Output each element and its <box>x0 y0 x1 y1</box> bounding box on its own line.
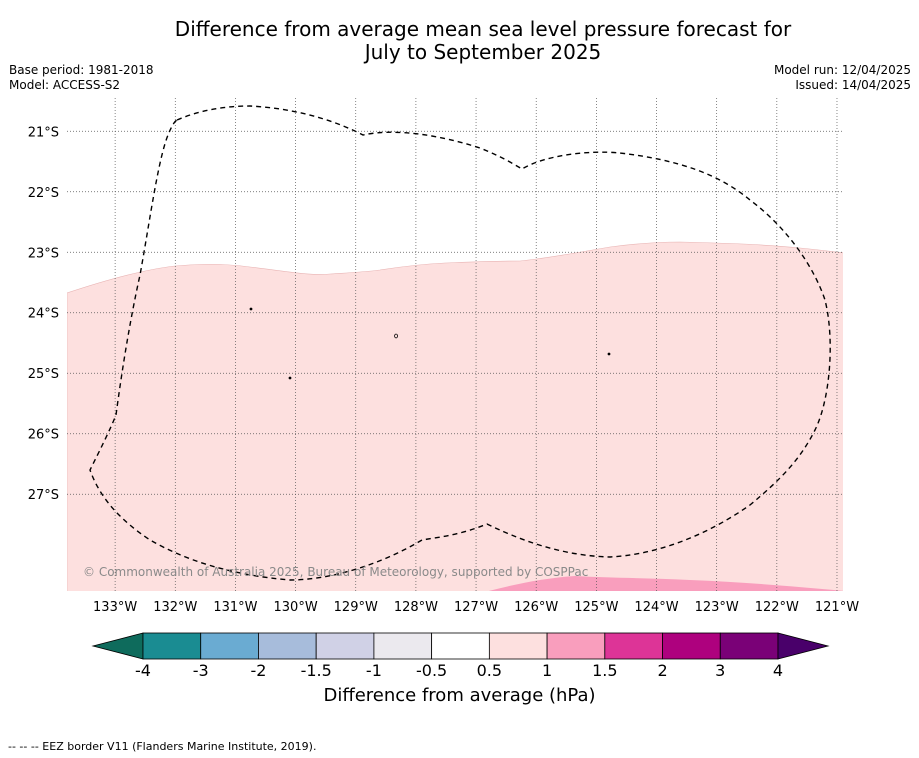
base-period-text: Base period: 1981-2018 <box>9 63 154 77</box>
graticule <box>67 98 843 591</box>
latitude-label: 22°S <box>28 186 59 201</box>
longitude-label: 127°W <box>454 600 498 615</box>
longitude-label: 131°W <box>213 600 257 615</box>
colorbar-tick-label: 1 <box>542 661 552 680</box>
colorbar-under-triangle <box>91 632 144 660</box>
colorbar-box <box>719 632 779 660</box>
latitude-label: 27°S <box>28 488 59 503</box>
pressure-anomaly-0-5-to-1-region <box>67 241 843 591</box>
island-marker <box>607 352 611 356</box>
colorbar-box <box>662 632 721 660</box>
colorbar-boxes <box>142 632 779 660</box>
latitude-label: 21°S <box>28 125 59 140</box>
longitude-label: 130°W <box>274 600 318 615</box>
colorbar-tick-label: 3 <box>715 661 725 680</box>
longitude-labels: 133°W 132°W 131°W 130°W 129°W 128°W 127°W 126°W… <box>93 600 859 615</box>
map-title-line-1: Difference from average mean sea level p… <box>174 17 792 41</box>
longitude-label: 133°W <box>93 600 137 615</box>
colorbar-box <box>431 632 490 660</box>
colorbar-tick-label: -1.5 <box>301 661 332 680</box>
colorbar-box <box>373 632 433 660</box>
eez-border <box>89 105 831 581</box>
island-marker <box>288 376 292 380</box>
longitude-label: 123°W <box>695 600 739 615</box>
map-plot-area <box>67 98 843 591</box>
latitude-label: 24°S <box>28 307 59 322</box>
colorbar-tick-label: -0.5 <box>416 661 447 680</box>
colorbar-box <box>488 632 548 660</box>
model-run-text: Model run: 12/04/2025 <box>773 63 911 77</box>
issued-text: Issued: 14/04/2025 <box>795 78 911 92</box>
latitude-label: 26°S <box>28 428 59 443</box>
colorbar-tick-label: 2 <box>657 661 667 680</box>
colorbar: -4 -3 -2 -1.5 -1 -0.5 0.5 1 1.5 2 3 4 <box>91 632 830 680</box>
longitude-label: 121°W <box>815 600 859 615</box>
colorbar-tick-label: -4 <box>135 661 151 680</box>
longitude-label: 129°W <box>334 600 378 615</box>
island-marker <box>249 307 253 311</box>
eez-border-legend: -- -- -- EEZ border V11 (Flanders Marine… <box>8 740 317 753</box>
colorbar-box <box>604 632 663 660</box>
colorbar-tick-label: -2 <box>250 661 266 680</box>
colorbar-box <box>258 632 317 660</box>
colorbar-tick-label: 4 <box>773 661 783 680</box>
latitude-label: 25°S <box>28 367 59 382</box>
latitude-label: 23°S <box>28 246 59 261</box>
colorbar-tick-labels: -4 -3 -2 -1.5 -1 -0.5 0.5 1 1.5 2 3 4 <box>135 661 783 680</box>
colorbar-tick-label: -1 <box>366 661 382 680</box>
longitude-label: 126°W <box>514 600 558 615</box>
longitude-label: 132°W <box>153 600 197 615</box>
longitude-label: 128°W <box>394 600 438 615</box>
longitude-label: 125°W <box>574 600 618 615</box>
copyright-credit: © Commonwealth of Australia 2025, Bureau… <box>83 565 589 579</box>
model-text: Model: ACCESS-S2 <box>9 78 121 92</box>
latitude-labels: 21°S 22°S 23°S 24°S 25°S 26°S 27°S <box>28 125 59 503</box>
pressure-anomaly-1-to-1-5-region <box>488 576 843 591</box>
colorbar-tick-label: -3 <box>193 661 209 680</box>
colorbar-box <box>142 632 202 660</box>
meta-left: Base period: 1981-2018 Model: ACCESS-S2 <box>9 63 154 93</box>
island-markers <box>249 307 611 380</box>
meta-right: Model run: 12/04/2025 Issued: 14/04/2025 <box>774 63 911 93</box>
colorbar-over-triangle <box>777 632 830 660</box>
longitude-label: 124°W <box>634 600 678 615</box>
colorbar-tick-label: 1.5 <box>592 661 617 680</box>
longitude-label: 122°W <box>755 600 799 615</box>
colorbar-box <box>546 632 606 660</box>
colorbar-tick-label: 0.5 <box>477 661 502 680</box>
island-marker <box>394 333 398 339</box>
colorbar-box <box>315 632 375 660</box>
colorbar-title: Difference from average (hPa) <box>323 685 596 706</box>
map-title-line-2: July to September 2025 <box>364 40 602 64</box>
colorbar-box <box>200 632 259 660</box>
map-title: Difference from average mean sea level p… <box>0 18 919 64</box>
